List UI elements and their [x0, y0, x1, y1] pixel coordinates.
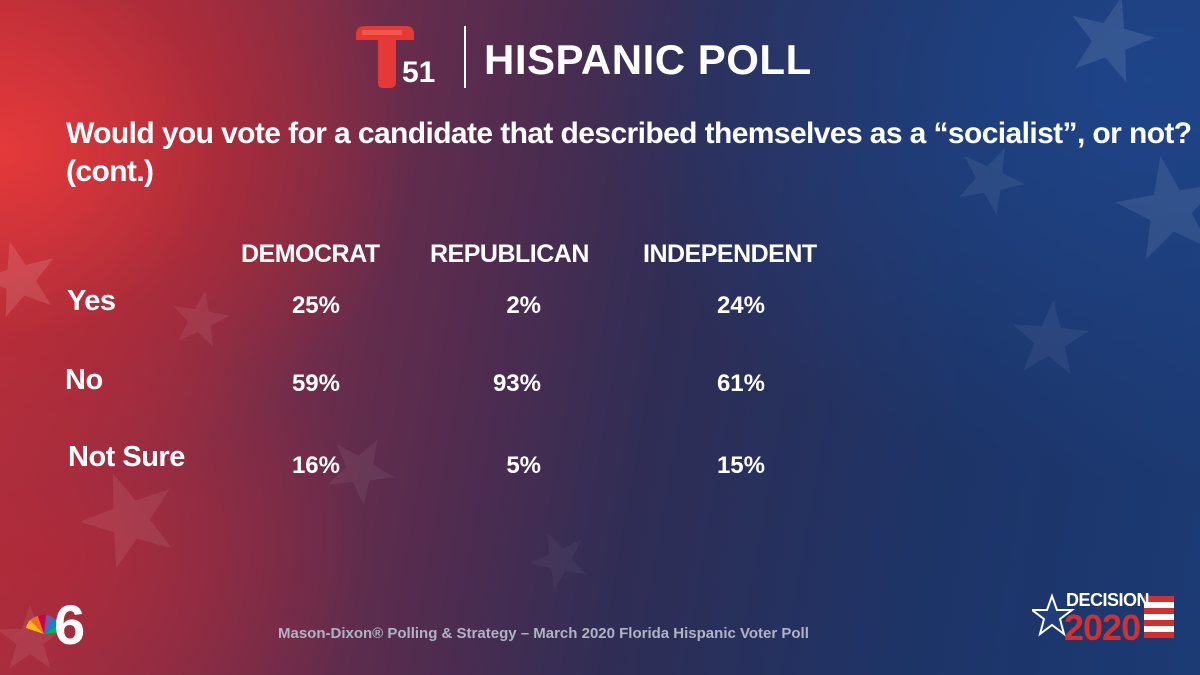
telemundo-t-icon [356, 26, 414, 88]
nbc-peacock-6-icon: 6 [26, 593, 85, 650]
decision-badge-year: 2020 [1064, 607, 1141, 648]
poll-question: Would you vote for a candidate that desc… [66, 117, 1192, 188]
column-header-democrat: DEMOCRAT [241, 240, 380, 268]
row-label-yes: Yes [67, 285, 116, 317]
cell-yes-republican: 2% [506, 292, 541, 319]
page-title: HISPANIC POLL [484, 36, 812, 83]
svg-text:6: 6 [54, 593, 85, 650]
decision-2020-star-icon [1032, 593, 1174, 638]
cell-not-sure-republican: 5% [506, 452, 541, 479]
cell-no-democrat: 59% [291, 370, 340, 397]
cell-no-republican: 93% [492, 370, 541, 397]
column-header-republican: REPUBLICAN [430, 240, 589, 268]
station-number: 51 [402, 56, 436, 89]
cell-no-independent: 61% [716, 370, 765, 397]
cell-yes-democrat: 25% [291, 292, 340, 319]
column-header-independent: INDEPENDENT [643, 240, 817, 268]
row-label-no: No [65, 364, 103, 396]
cell-not-sure-independent: 15% [716, 452, 765, 479]
logo-divider [464, 26, 466, 88]
decision-badge-word: DECISION [1066, 590, 1150, 610]
cell-not-sure-democrat: 16% [291, 452, 340, 479]
source-credit: Mason-Dixon® Polling & Strategy – March … [278, 625, 809, 642]
row-label-not-sure: Not Sure [68, 441, 185, 473]
cell-yes-independent: 24% [716, 292, 765, 319]
